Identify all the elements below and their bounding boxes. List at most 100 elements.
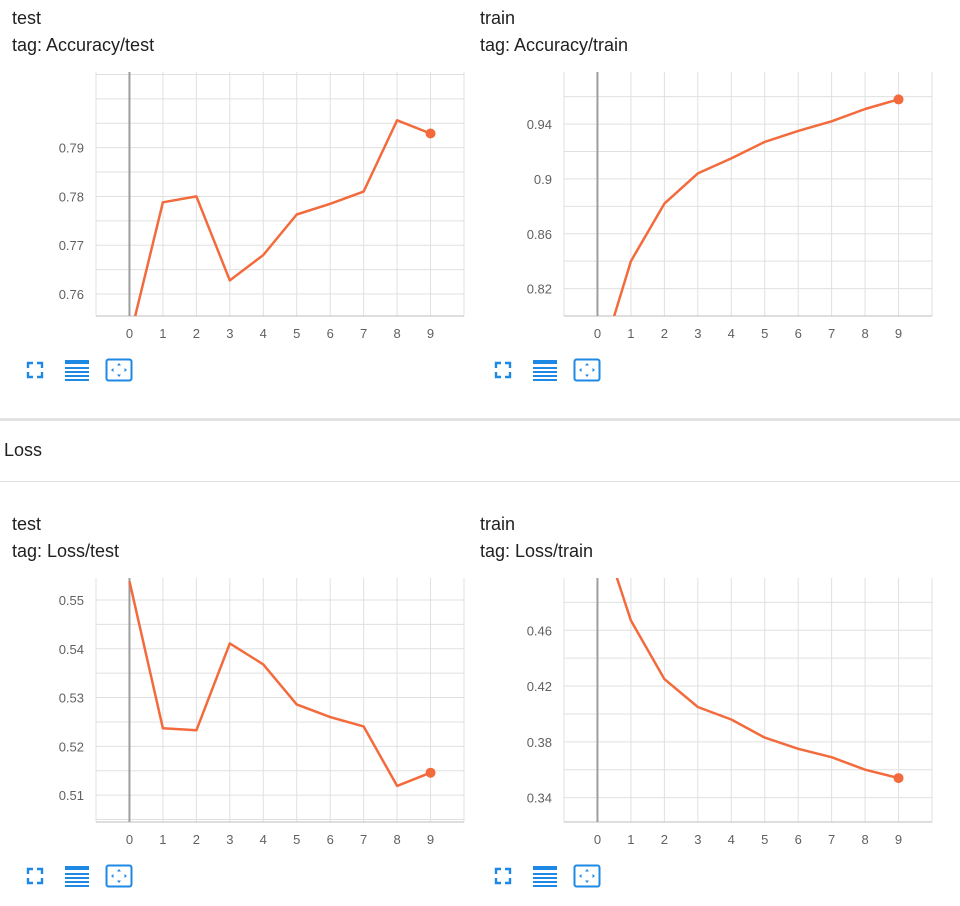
x-tick-label: 2 [193, 326, 200, 341]
grid [563, 578, 933, 822]
chart-card-loss-test: test tag: Loss/test 0.51 0.52 0.53 0.54 0.55… [0, 506, 470, 906]
data-table-button[interactable] [62, 357, 92, 383]
series-line [612, 98, 899, 316]
x-tick-label: 6 [795, 326, 802, 341]
x-tick-label: 6 [327, 326, 334, 341]
x-tick-label: 7 [828, 832, 835, 847]
x-tick-label: 5 [293, 832, 300, 847]
x-tick-label: 4 [260, 326, 267, 341]
x-tick-label: 5 [761, 326, 768, 341]
x-tick-label: 5 [761, 832, 768, 847]
y-tick-label: 0.46 [527, 623, 552, 638]
x-tick-label: 7 [828, 326, 835, 341]
x-tick-label: 9 [895, 832, 902, 847]
expand-button[interactable] [488, 357, 518, 383]
series-line [133, 119, 431, 316]
expand-icon [26, 361, 44, 379]
x-tick-label: 8 [393, 832, 400, 847]
y-tick-label: 0.9 [534, 172, 552, 187]
x-tick-label: 1 [159, 326, 166, 341]
x-tick-label: 7 [360, 832, 367, 847]
x-tick-label: 4 [728, 326, 735, 341]
y-tick-label: 0.86 [527, 227, 552, 242]
line-chart-loss-test[interactable]: 0.51 0.52 0.53 0.54 0.55 0 1 2 3 4 5 6 7 8 9 [0, 506, 470, 856]
x-tick-label: 3 [226, 832, 233, 847]
chart-tag: tag: Loss/train [480, 541, 594, 561]
chart-toolbar [20, 357, 146, 383]
chart-toolbar [20, 863, 146, 889]
x-tick-label: 8 [861, 326, 868, 341]
y-tick-label: 0.52 [59, 739, 84, 754]
x-tick-label: 9 [427, 832, 434, 847]
expand-button[interactable] [20, 863, 50, 889]
x-tick-label: 1 [627, 326, 634, 341]
x-tick-label: 2 [661, 326, 668, 341]
fit-domain-icon [573, 358, 601, 382]
data-table-button[interactable] [530, 863, 560, 889]
fit-domain-icon [105, 358, 133, 382]
grid [95, 72, 465, 316]
fit-domain-button[interactable] [572, 863, 602, 889]
chart-card-accuracy-test: test tag: Accuracy/test 0.76 0.77 0.78 0.79… [0, 0, 470, 400]
x-tick-label: 5 [293, 326, 300, 341]
y-tick-label: 0.94 [527, 117, 552, 132]
y-tick-label: 0.38 [527, 735, 552, 750]
x-tick-label: 2 [661, 832, 668, 847]
line-chart-loss-train[interactable]: 0.34 0.38 0.42 0.46 0 1 2 3 4 5 6 7 8 9 [468, 506, 938, 856]
fit-domain-button[interactable] [104, 357, 134, 383]
x-tick-label: 3 [694, 326, 701, 341]
chart-title: test [12, 8, 42, 28]
line-chart-accuracy-test[interactable]: 0.76 0.77 0.78 0.79 0 1 2 3 4 5 6 7 8 9 [0, 0, 470, 350]
group-header-divider [0, 481, 960, 482]
line-chart-accuracy-train[interactable]: 0.82 0.86 0.9 0.94 0 1 2 3 4 5 6 7 8 9 [468, 0, 938, 350]
data-table-button[interactable] [62, 863, 92, 889]
data-table-icon [533, 360, 557, 381]
chart-toolbar [488, 357, 614, 383]
x-tick-label: 9 [427, 326, 434, 341]
x-tick-label: 3 [694, 832, 701, 847]
y-tick-label: 0.76 [59, 287, 84, 302]
chart-title: train [480, 8, 516, 28]
last-point-marker [893, 94, 904, 105]
expand-button[interactable] [488, 863, 518, 889]
fit-domain-button[interactable] [572, 357, 602, 383]
x-tick-label: 4 [728, 832, 735, 847]
grid [563, 72, 933, 317]
y-tick-label: 0.51 [59, 788, 84, 803]
y-tick-label: 0.77 [59, 238, 84, 253]
group-title-loss: Loss [4, 440, 43, 460]
chart-tag: tag: Accuracy/test [12, 35, 155, 55]
y-tick-label: 0.79 [59, 141, 84, 156]
last-point-marker [425, 767, 436, 778]
x-tick-label: 1 [159, 832, 166, 847]
y-tick-label: 0.42 [527, 679, 552, 694]
data-table-icon [65, 866, 89, 887]
x-tick-label: 4 [260, 832, 267, 847]
x-tick-label: 0 [126, 326, 133, 341]
x-tick-label: 1 [627, 832, 634, 847]
chart-card-accuracy-train: train tag: Accuracy/train 0.82 0.86 0.9 0.9… [468, 0, 938, 400]
y-tick-label: 0.54 [59, 642, 84, 657]
x-tick-label: 8 [393, 326, 400, 341]
x-tick-label: 2 [193, 832, 200, 847]
x-tick-label: 7 [360, 326, 367, 341]
y-tick-label: 0.34 [527, 791, 552, 806]
data-table-button[interactable] [530, 357, 560, 383]
x-tick-label: 0 [126, 832, 133, 847]
x-tick-label: 6 [795, 832, 802, 847]
expand-icon [494, 867, 512, 885]
fit-domain-button[interactable] [104, 863, 134, 889]
x-tick-label: 8 [861, 832, 868, 847]
fit-domain-icon [573, 864, 601, 888]
chart-toolbar [488, 863, 614, 889]
group-divider [0, 418, 960, 421]
x-tick-label: 6 [327, 832, 334, 847]
data-table-icon [65, 360, 89, 381]
chart-title: test [12, 514, 42, 534]
y-tick-label: 0.82 [527, 282, 552, 297]
chart-card-loss-train: train tag: Loss/train 0.34 0.38 0.42 0.46 0 1… [468, 506, 938, 906]
chart-title: train [480, 514, 516, 534]
expand-button[interactable] [20, 357, 50, 383]
series-line [128, 581, 431, 788]
series-line [615, 578, 899, 780]
